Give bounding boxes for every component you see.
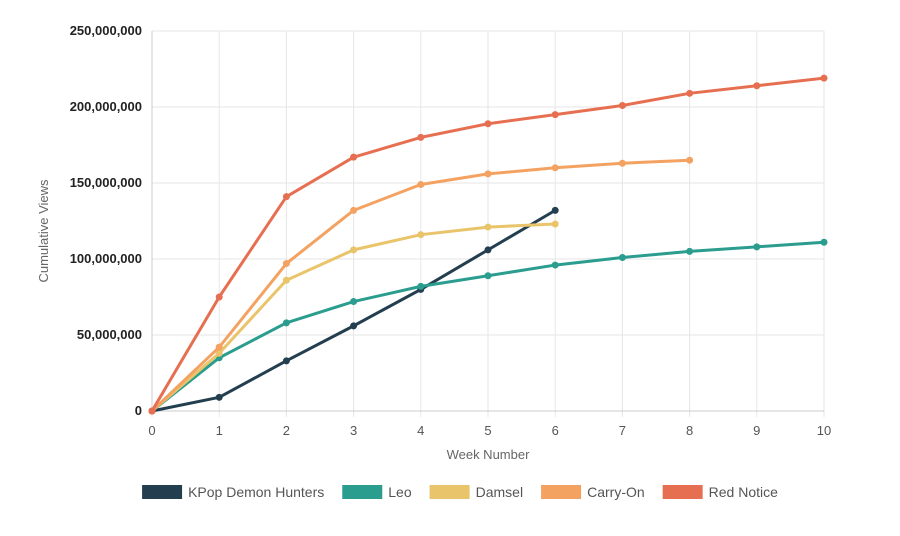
- data-point[interactable]: [417, 282, 425, 290]
- x-axis-title: Week Number: [447, 447, 531, 462]
- x-tick-label: 7: [619, 423, 626, 438]
- series-lines: [148, 74, 828, 415]
- data-point[interactable]: [820, 238, 828, 246]
- data-point[interactable]: [484, 223, 492, 231]
- data-point[interactable]: [215, 349, 223, 357]
- data-point[interactable]: [686, 89, 694, 97]
- y-tick-label: 100,000,000: [70, 251, 142, 266]
- x-tick-label: 8: [686, 423, 693, 438]
- data-point[interactable]: [820, 74, 828, 82]
- series-kpop-demon-hunters: [148, 206, 559, 415]
- series-damsel: [148, 220, 559, 415]
- y-tick-label: 50,000,000: [77, 327, 142, 342]
- legend-swatch: [541, 485, 582, 499]
- legend-item[interactable]: KPop Demon Hunters: [142, 484, 324, 500]
- data-point[interactable]: [484, 246, 492, 254]
- data-point[interactable]: [282, 319, 290, 327]
- legend-swatch: [429, 485, 470, 499]
- x-tick-label: 1: [216, 423, 223, 438]
- legend-swatch: [342, 485, 383, 499]
- series-red-notice: [148, 74, 828, 415]
- data-point[interactable]: [618, 101, 626, 109]
- data-point[interactable]: [686, 156, 694, 164]
- data-point[interactable]: [350, 246, 358, 254]
- legend-label: KPop Demon Hunters: [188, 484, 324, 500]
- y-tick-label: 250,000,000: [70, 23, 142, 38]
- legend-label: Damsel: [476, 484, 523, 500]
- data-point[interactable]: [215, 393, 223, 401]
- data-point[interactable]: [551, 220, 559, 228]
- data-point[interactable]: [215, 293, 223, 301]
- x-tick-label: 5: [484, 423, 491, 438]
- data-point[interactable]: [618, 159, 626, 167]
- legend-label: Carry-On: [587, 484, 645, 500]
- x-tick-label: 6: [552, 423, 559, 438]
- legend-label: Red Notice: [709, 484, 778, 500]
- data-point[interactable]: [282, 276, 290, 284]
- y-axis-title: Cumulative Views: [36, 179, 51, 283]
- data-point[interactable]: [551, 261, 559, 269]
- data-point[interactable]: [282, 260, 290, 268]
- data-point[interactable]: [350, 206, 358, 214]
- data-point[interactable]: [350, 298, 358, 306]
- data-point[interactable]: [753, 82, 761, 90]
- data-point[interactable]: [484, 120, 492, 128]
- data-point[interactable]: [215, 343, 223, 351]
- legend: KPop Demon Hunters Leo Damsel Carry-On Red N…: [142, 484, 778, 500]
- y-tick-label: 200,000,000: [70, 99, 142, 114]
- legend-item[interactable]: Red Notice: [662, 484, 778, 500]
- data-point[interactable]: [148, 407, 156, 415]
- data-point[interactable]: [551, 206, 559, 214]
- data-point[interactable]: [417, 231, 425, 239]
- x-tick-label: 3: [350, 423, 357, 438]
- data-point[interactable]: [551, 164, 559, 172]
- x-tick-label: 2: [283, 423, 290, 438]
- legend-item[interactable]: Carry-On: [541, 484, 645, 500]
- legend-swatch: [662, 485, 703, 499]
- data-point[interactable]: [551, 111, 559, 119]
- data-point[interactable]: [417, 181, 425, 189]
- data-point[interactable]: [686, 247, 694, 255]
- x-tick-label: 0: [148, 423, 155, 438]
- data-point[interactable]: [282, 357, 290, 365]
- legend-item[interactable]: Leo: [342, 484, 412, 500]
- x-tick-label: 9: [753, 423, 760, 438]
- y-tick-label: 150,000,000: [70, 175, 142, 190]
- data-point[interactable]: [618, 253, 626, 261]
- y-tick-label: 0: [135, 403, 142, 418]
- data-point[interactable]: [484, 272, 492, 280]
- data-point[interactable]: [350, 153, 358, 161]
- data-point[interactable]: [282, 193, 290, 201]
- legend-label: Leo: [388, 484, 412, 500]
- x-tick-label: 4: [417, 423, 424, 438]
- data-point[interactable]: [417, 133, 425, 141]
- legend-item[interactable]: Damsel: [429, 484, 523, 500]
- axes: 0 50,000,000 100,000,000 150,000,000 200,000…: [36, 23, 831, 462]
- x-tick-label: 10: [817, 423, 831, 438]
- data-point[interactable]: [484, 170, 492, 178]
- data-point[interactable]: [350, 322, 358, 330]
- data-point[interactable]: [753, 243, 761, 251]
- legend-swatch: [142, 485, 183, 499]
- series-leo: [148, 238, 828, 415]
